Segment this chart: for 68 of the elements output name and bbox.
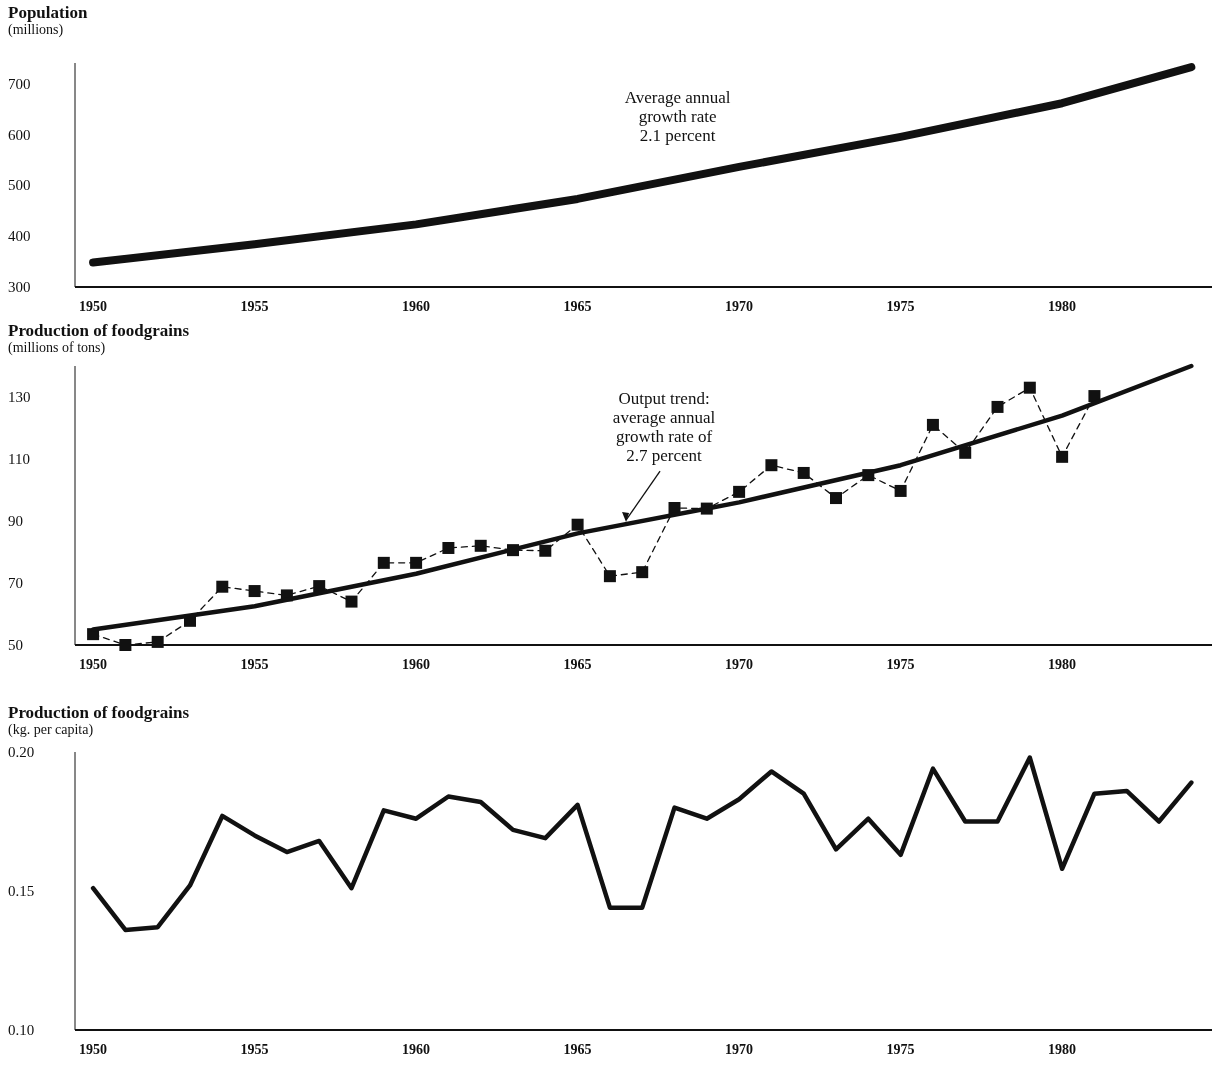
x-tick-label: 1965 [563, 657, 592, 672]
point [733, 485, 746, 498]
x-tick-label: 1975 [886, 1042, 915, 1057]
y-tick-label: 0.20 [8, 744, 35, 761]
point [410, 556, 423, 569]
point [345, 595, 358, 608]
point [991, 400, 1004, 413]
x-tick-label: 1950 [79, 299, 108, 314]
line-series [90, 755, 1194, 933]
point [377, 556, 390, 569]
point [959, 446, 972, 459]
point [830, 492, 843, 505]
x-tick-label: 1955 [240, 299, 269, 314]
point [313, 580, 326, 593]
x-tick-label: 1960 [402, 1042, 431, 1057]
point [119, 639, 132, 651]
x-tick-label: 1970 [725, 299, 754, 314]
y-tick-label: 400 [8, 228, 31, 245]
chart-title: Population [8, 3, 88, 22]
point [1056, 450, 1069, 463]
x-tick-label: 1955 [240, 1042, 269, 1057]
y-tick-label: 600 [8, 126, 31, 143]
x-tick-label: 1980 [1048, 1042, 1077, 1057]
y-tick-label: 300 [8, 279, 31, 296]
y-tick-label: 500 [8, 177, 31, 194]
x-tick-label: 1980 [1048, 657, 1077, 672]
x-tick-label: 1975 [886, 299, 915, 314]
x-tick-label: 1950 [79, 657, 108, 672]
x-tick-label: 1965 [563, 1042, 592, 1057]
point [248, 585, 261, 598]
y-tick-label: 700 [8, 75, 31, 92]
point [1023, 381, 1036, 394]
annotation: Output trend: average annual growth rate of 2.7 percent [612, 389, 716, 466]
point [474, 539, 487, 552]
y-axis-title: (millions) [8, 22, 64, 38]
x-tick-label: 1955 [240, 657, 269, 672]
x-tick-label: 1965 [563, 299, 592, 314]
point [151, 635, 164, 648]
x-tick-label: 1950 [79, 1042, 108, 1057]
point [603, 570, 616, 583]
point [571, 518, 584, 531]
point [926, 418, 939, 431]
annotation: Average annual growth rate 2.1 percent [624, 88, 731, 145]
y-tick-label: 90 [8, 513, 23, 530]
point [1088, 390, 1101, 403]
point [636, 566, 649, 579]
point [765, 459, 778, 472]
point [539, 544, 552, 557]
y-tick-label: 0.15 [8, 883, 35, 900]
chart-title: Production of foodgrains [8, 703, 190, 722]
y-axis-title: (millions of tons) [8, 340, 106, 356]
x-tick-label: 1970 [725, 1042, 754, 1057]
y-axis-title: (kg. per capita) [8, 722, 94, 738]
y-tick-label: 0.10 [8, 1022, 35, 1039]
x-tick-label: 1960 [402, 657, 431, 672]
point [894, 484, 907, 497]
chart-title: Production of foodgrains [8, 321, 190, 340]
point [797, 466, 810, 479]
y-tick-label: 130 [8, 389, 31, 406]
point [216, 580, 229, 593]
x-tick-label: 1980 [1048, 299, 1077, 314]
x-tick-label: 1960 [402, 299, 431, 314]
x-tick-label: 1970 [725, 657, 754, 672]
y-tick-label: 70 [8, 575, 23, 592]
x-tick-label: 1975 [886, 657, 915, 672]
y-tick-label: 50 [8, 637, 23, 654]
point [442, 541, 455, 554]
y-tick-label: 110 [8, 451, 30, 468]
